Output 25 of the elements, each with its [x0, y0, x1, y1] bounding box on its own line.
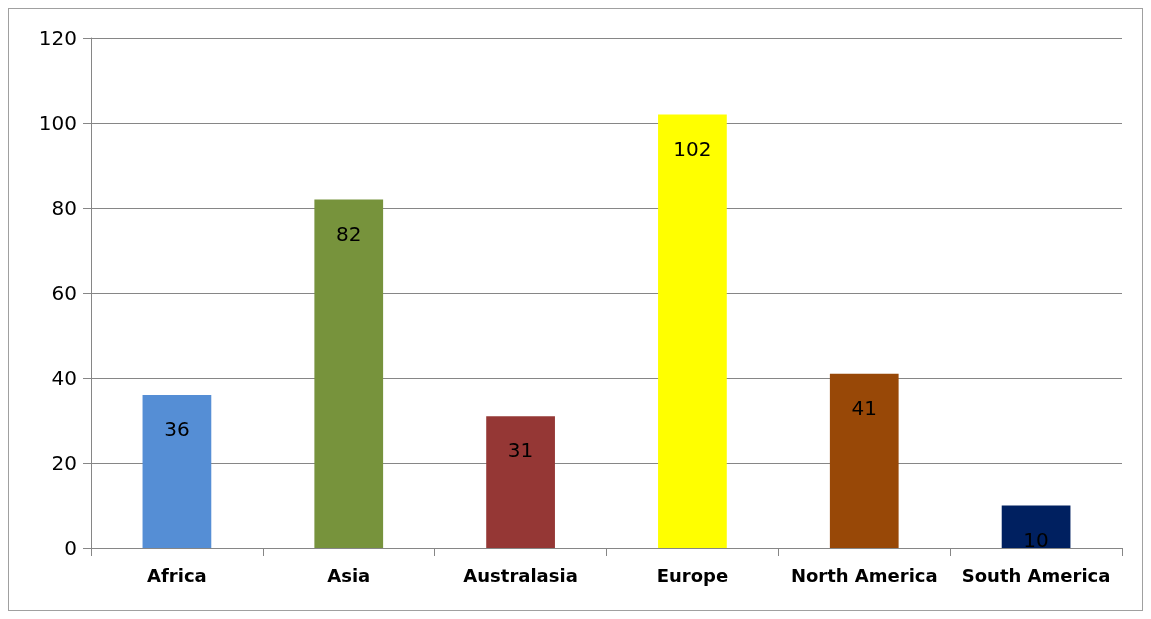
bar — [1001, 505, 1071, 548]
y-tick-label: 80 — [51, 196, 77, 220]
bar — [486, 416, 555, 548]
y-tick-label: 0 — [64, 536, 77, 560]
x-tick-label: Asia — [327, 564, 371, 586]
data-label: 31 — [507, 438, 534, 463]
x-tick-label: Europe — [656, 564, 729, 586]
bar — [658, 114, 727, 548]
bar — [142, 395, 212, 548]
y-tick-label: 120 — [38, 26, 77, 50]
x-tick-label: South America — [961, 564, 1111, 586]
y-tick-label: 100 — [38, 111, 77, 135]
data-label: 41 — [851, 395, 877, 420]
bar — [829, 373, 899, 548]
y-tick-label: 40 — [51, 366, 77, 390]
x-tick-label: Australasia — [463, 564, 578, 586]
data-label: 10 — [1023, 527, 1049, 552]
data-label: 36 — [164, 417, 190, 441]
y-tick-label: 60 — [51, 281, 77, 305]
x-tick-label: Africa — [147, 564, 207, 586]
data-label: 102 — [673, 136, 712, 161]
data-label: 82 — [336, 221, 362, 246]
x-tick-label: North America — [790, 564, 938, 586]
y-tick-label: 20 — [51, 451, 77, 475]
bar — [314, 199, 384, 548]
